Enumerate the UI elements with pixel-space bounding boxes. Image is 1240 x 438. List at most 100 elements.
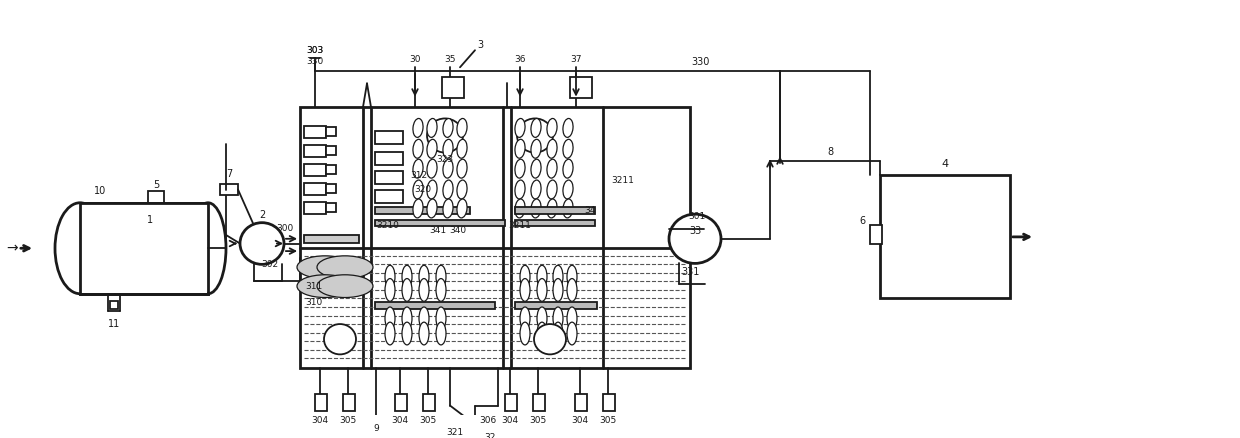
Ellipse shape bbox=[419, 322, 429, 345]
Ellipse shape bbox=[563, 139, 573, 158]
Text: 304: 304 bbox=[572, 416, 589, 425]
Bar bbox=[81, 203, 208, 294]
Text: 321: 321 bbox=[446, 427, 464, 437]
Ellipse shape bbox=[537, 265, 547, 288]
Ellipse shape bbox=[567, 265, 577, 288]
Text: 3210: 3210 bbox=[377, 221, 399, 230]
Ellipse shape bbox=[298, 275, 353, 297]
Ellipse shape bbox=[547, 180, 557, 199]
Bar bbox=[148, 191, 164, 203]
Ellipse shape bbox=[427, 139, 436, 158]
Bar bbox=[423, 394, 435, 411]
Bar bbox=[304, 202, 326, 214]
Ellipse shape bbox=[402, 322, 412, 345]
Ellipse shape bbox=[402, 307, 412, 330]
Ellipse shape bbox=[563, 199, 573, 218]
Text: 1: 1 bbox=[146, 215, 153, 225]
Circle shape bbox=[324, 324, 356, 354]
Ellipse shape bbox=[547, 199, 557, 218]
Bar bbox=[374, 170, 403, 184]
Text: 341: 341 bbox=[429, 226, 446, 235]
Text: 311: 311 bbox=[305, 282, 322, 291]
Bar bbox=[326, 203, 336, 212]
Ellipse shape bbox=[436, 265, 446, 288]
Ellipse shape bbox=[436, 307, 446, 330]
Ellipse shape bbox=[458, 159, 467, 178]
Ellipse shape bbox=[413, 180, 423, 199]
Text: 305: 305 bbox=[340, 416, 357, 425]
Ellipse shape bbox=[443, 180, 453, 199]
Text: 305: 305 bbox=[599, 416, 616, 425]
Text: 310: 310 bbox=[305, 298, 322, 307]
Text: 320: 320 bbox=[414, 185, 432, 194]
Ellipse shape bbox=[567, 322, 577, 345]
Text: 9: 9 bbox=[373, 424, 379, 433]
Text: 303: 303 bbox=[306, 46, 324, 55]
Ellipse shape bbox=[458, 180, 467, 199]
Ellipse shape bbox=[563, 159, 573, 178]
Bar bbox=[374, 190, 403, 203]
Ellipse shape bbox=[436, 322, 446, 345]
Bar bbox=[396, 394, 407, 411]
Ellipse shape bbox=[384, 307, 396, 330]
Ellipse shape bbox=[413, 199, 423, 218]
Ellipse shape bbox=[547, 139, 557, 158]
Ellipse shape bbox=[563, 118, 573, 138]
Ellipse shape bbox=[419, 307, 429, 330]
Text: →: → bbox=[6, 241, 17, 255]
Text: 36: 36 bbox=[515, 55, 526, 64]
Ellipse shape bbox=[317, 256, 373, 279]
Bar bbox=[110, 301, 118, 309]
Text: 37: 37 bbox=[570, 55, 582, 64]
Text: 11: 11 bbox=[108, 319, 120, 329]
Ellipse shape bbox=[427, 199, 436, 218]
Text: 3211: 3211 bbox=[508, 221, 532, 230]
Text: 331: 331 bbox=[681, 267, 699, 277]
Bar bbox=[303, 250, 688, 366]
Text: 33: 33 bbox=[689, 226, 701, 236]
Ellipse shape bbox=[413, 139, 423, 158]
Text: 340: 340 bbox=[449, 226, 466, 235]
Ellipse shape bbox=[563, 180, 573, 199]
Text: 300: 300 bbox=[277, 224, 294, 233]
Ellipse shape bbox=[553, 279, 563, 301]
Bar bbox=[870, 225, 882, 244]
Ellipse shape bbox=[402, 265, 412, 288]
Text: 4: 4 bbox=[941, 159, 949, 169]
Bar bbox=[505, 394, 517, 411]
Bar bbox=[326, 184, 336, 193]
Bar bbox=[374, 207, 470, 214]
Ellipse shape bbox=[520, 279, 529, 301]
Bar bbox=[81, 203, 208, 294]
Ellipse shape bbox=[419, 279, 429, 301]
Ellipse shape bbox=[531, 118, 541, 138]
Ellipse shape bbox=[520, 307, 529, 330]
Ellipse shape bbox=[515, 180, 525, 199]
Ellipse shape bbox=[384, 265, 396, 288]
Ellipse shape bbox=[553, 265, 563, 288]
Circle shape bbox=[670, 214, 720, 263]
Ellipse shape bbox=[567, 307, 577, 330]
Ellipse shape bbox=[515, 199, 525, 218]
Text: 35: 35 bbox=[444, 55, 456, 64]
Bar bbox=[219, 184, 238, 195]
Bar bbox=[515, 207, 595, 214]
Text: 323: 323 bbox=[436, 155, 454, 164]
Bar bbox=[315, 394, 327, 411]
Bar bbox=[326, 127, 336, 137]
Bar bbox=[515, 302, 596, 309]
Ellipse shape bbox=[55, 203, 105, 294]
Text: 304: 304 bbox=[392, 416, 408, 425]
Ellipse shape bbox=[520, 265, 529, 288]
Ellipse shape bbox=[443, 199, 453, 218]
Ellipse shape bbox=[443, 118, 453, 138]
Ellipse shape bbox=[531, 199, 541, 218]
Circle shape bbox=[534, 324, 565, 354]
Text: 301: 301 bbox=[688, 212, 706, 221]
Text: 305: 305 bbox=[529, 416, 547, 425]
Ellipse shape bbox=[427, 159, 436, 178]
Ellipse shape bbox=[515, 159, 525, 178]
Ellipse shape bbox=[384, 322, 396, 345]
Bar bbox=[575, 394, 587, 411]
Text: 2: 2 bbox=[259, 210, 265, 220]
